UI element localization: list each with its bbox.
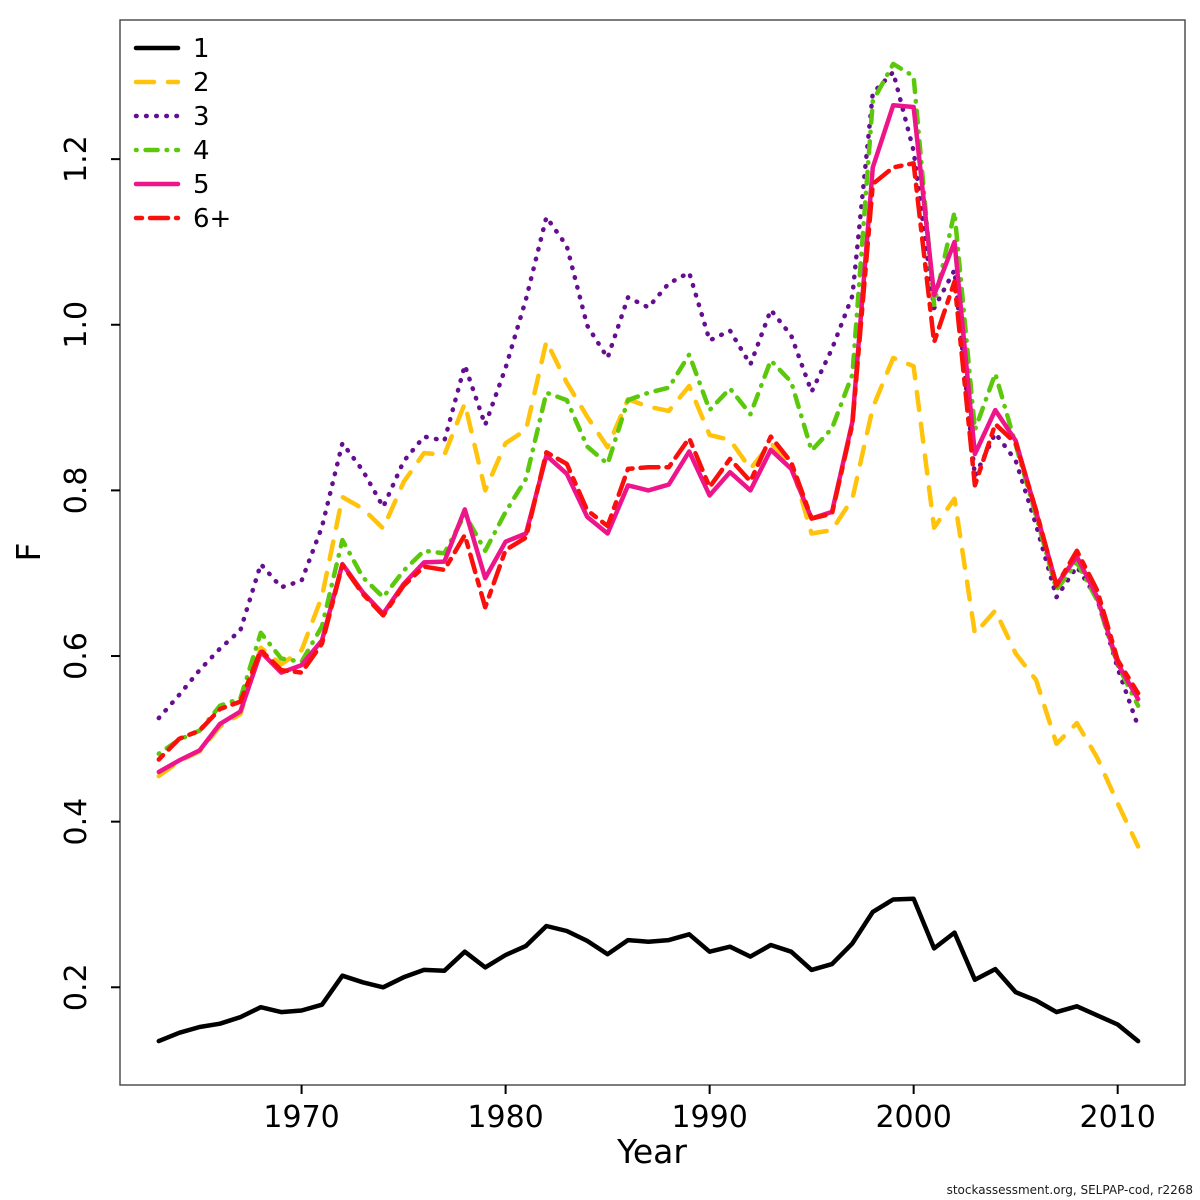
x-tick-label: 1970 — [263, 1100, 339, 1135]
legend-label-3: 3 — [193, 102, 210, 132]
legend-label-2: 2 — [193, 68, 210, 98]
y-tick-label: 1.2 — [59, 135, 94, 183]
y-axis-title: F — [9, 543, 48, 562]
x-tick-label: 1990 — [671, 1100, 747, 1135]
legend-label-4: 4 — [193, 136, 210, 166]
series-line-3 — [156, 69, 1141, 729]
y-tick-label: 0.4 — [59, 798, 94, 846]
series-line-6+ — [156, 161, 1141, 762]
y-tick-label: 0.6 — [59, 632, 94, 680]
y-tick-label: 0.8 — [59, 467, 94, 515]
x-tick-label: 2000 — [875, 1100, 951, 1135]
watermark-text: stockassessment.org, SELPAP-cod, r2268 — [947, 1183, 1193, 1197]
legend-label-1: 1 — [193, 34, 210, 64]
x-tick-label: 2010 — [1079, 1100, 1155, 1135]
legend-label-5: 5 — [193, 170, 210, 200]
y-tick-label: 1.0 — [59, 301, 94, 349]
y-tick-label: 0.2 — [59, 963, 94, 1011]
legend: 1 2 3 4 5 6+ — [133, 34, 231, 234]
plot-border — [119, 19, 1186, 1086]
series-line-4 — [156, 61, 1141, 756]
x-axis-title: Year — [616, 1132, 687, 1171]
series-line-1 — [156, 896, 1141, 1044]
axis-ticks: 1970 1980 1990 2000 2010 0.2 0.4 0.6 0.8 1.0 1.2 — [59, 135, 1156, 1135]
legend-label-6+: 6+ — [193, 204, 231, 234]
data-series — [156, 61, 1141, 1044]
x-tick-label: 1980 — [467, 1100, 543, 1135]
